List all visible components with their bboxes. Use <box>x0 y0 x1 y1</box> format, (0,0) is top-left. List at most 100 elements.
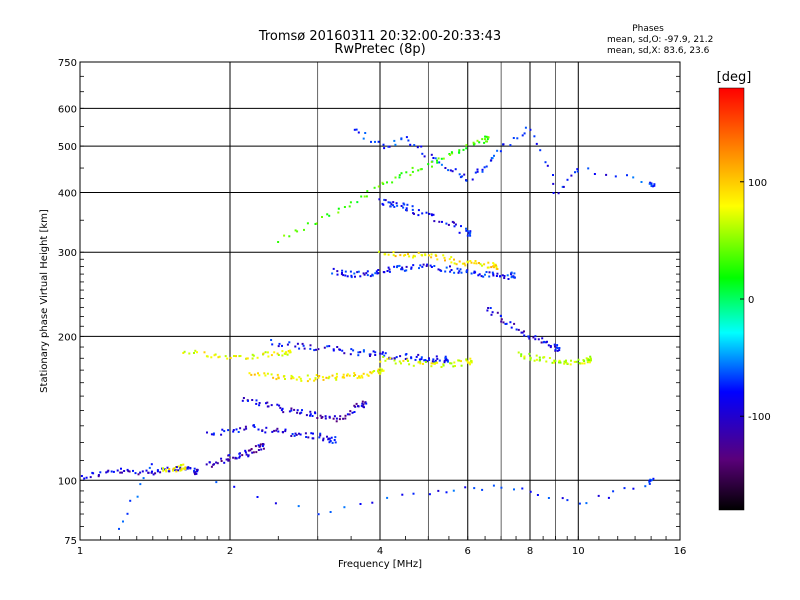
data-point <box>333 439 336 441</box>
data-point <box>389 357 392 360</box>
data-point <box>496 272 499 275</box>
data-point <box>321 376 324 379</box>
data-point <box>581 362 584 365</box>
data-point <box>284 430 287 433</box>
data-point <box>276 352 279 355</box>
stats-line-x: mean, sd,X: 83.6, 23.6 <box>607 46 710 56</box>
data-point <box>250 373 253 376</box>
data-point <box>323 346 326 349</box>
data-point <box>245 427 248 430</box>
data-point <box>373 186 376 189</box>
data-point <box>315 222 318 225</box>
data-point <box>309 413 312 416</box>
data-point <box>442 254 445 257</box>
data-point <box>410 267 413 270</box>
data-point <box>310 432 313 435</box>
data-point <box>461 262 464 265</box>
data-point <box>428 212 431 215</box>
data-point <box>326 213 329 216</box>
data-point <box>232 456 235 459</box>
data-point <box>265 402 267 405</box>
data-point <box>277 430 280 433</box>
data-point <box>445 359 448 362</box>
data-point <box>307 436 310 439</box>
data-point <box>258 402 261 404</box>
data-point <box>496 149 499 152</box>
data-point <box>436 361 439 364</box>
data-point <box>483 166 486 169</box>
data-point <box>465 144 468 147</box>
data-point <box>632 487 635 490</box>
data-point <box>430 362 433 365</box>
data-point <box>283 375 286 377</box>
data-point <box>369 353 372 356</box>
data-point <box>261 429 264 432</box>
data-point <box>195 472 198 475</box>
data-point <box>264 351 267 354</box>
data-point <box>215 461 218 464</box>
data-point <box>513 322 516 325</box>
data-point <box>150 463 153 466</box>
data-point <box>258 404 261 407</box>
data-point <box>387 253 390 256</box>
data-point <box>453 271 456 274</box>
data-point <box>297 505 300 508</box>
data-point <box>392 251 395 254</box>
data-point <box>391 181 394 184</box>
colorbar: [deg] 100 0 -100 <box>717 70 771 511</box>
data-point <box>238 355 241 358</box>
data-point <box>472 141 475 144</box>
data-point <box>570 359 572 362</box>
data-point <box>437 489 440 492</box>
data-point <box>248 372 251 375</box>
data-point <box>515 328 518 331</box>
data-point <box>407 139 410 142</box>
colorbar-tick-label: 100 <box>748 178 767 189</box>
data-point <box>588 359 590 362</box>
data-point <box>431 360 434 363</box>
data-point <box>355 402 358 405</box>
data-point <box>490 159 493 162</box>
data-point <box>383 271 386 274</box>
data-point <box>290 435 293 437</box>
data-point <box>247 454 250 457</box>
data-point <box>458 270 461 273</box>
data-point <box>337 211 340 214</box>
data-point <box>350 348 353 351</box>
data-point <box>424 359 427 361</box>
data-point <box>579 362 582 365</box>
data-point <box>348 413 351 416</box>
data-point <box>277 354 280 356</box>
data-point <box>490 313 493 316</box>
data-point <box>407 253 409 256</box>
data-point <box>85 476 88 479</box>
data-point <box>213 354 216 357</box>
data-point <box>444 270 447 273</box>
data-point <box>465 229 468 232</box>
data-point <box>590 359 592 362</box>
data-point <box>534 335 537 338</box>
data-point <box>382 355 385 358</box>
data-point <box>322 437 325 440</box>
data-point <box>534 338 537 341</box>
data-point <box>576 170 579 173</box>
data-point <box>440 366 443 368</box>
data-point <box>283 234 286 237</box>
data-point <box>437 157 440 160</box>
data-point <box>365 272 368 275</box>
data-point <box>258 374 261 377</box>
data-point <box>650 182 653 185</box>
data-point <box>389 205 392 208</box>
data-point <box>379 372 382 375</box>
data-point <box>315 374 318 376</box>
data-point <box>314 223 317 225</box>
data-point <box>237 431 240 433</box>
data-point <box>487 307 490 309</box>
data-point <box>427 163 430 166</box>
data-point <box>180 464 183 467</box>
data-point <box>483 263 486 266</box>
data-point <box>361 400 364 403</box>
data-point <box>384 253 387 256</box>
data-point <box>383 354 386 357</box>
